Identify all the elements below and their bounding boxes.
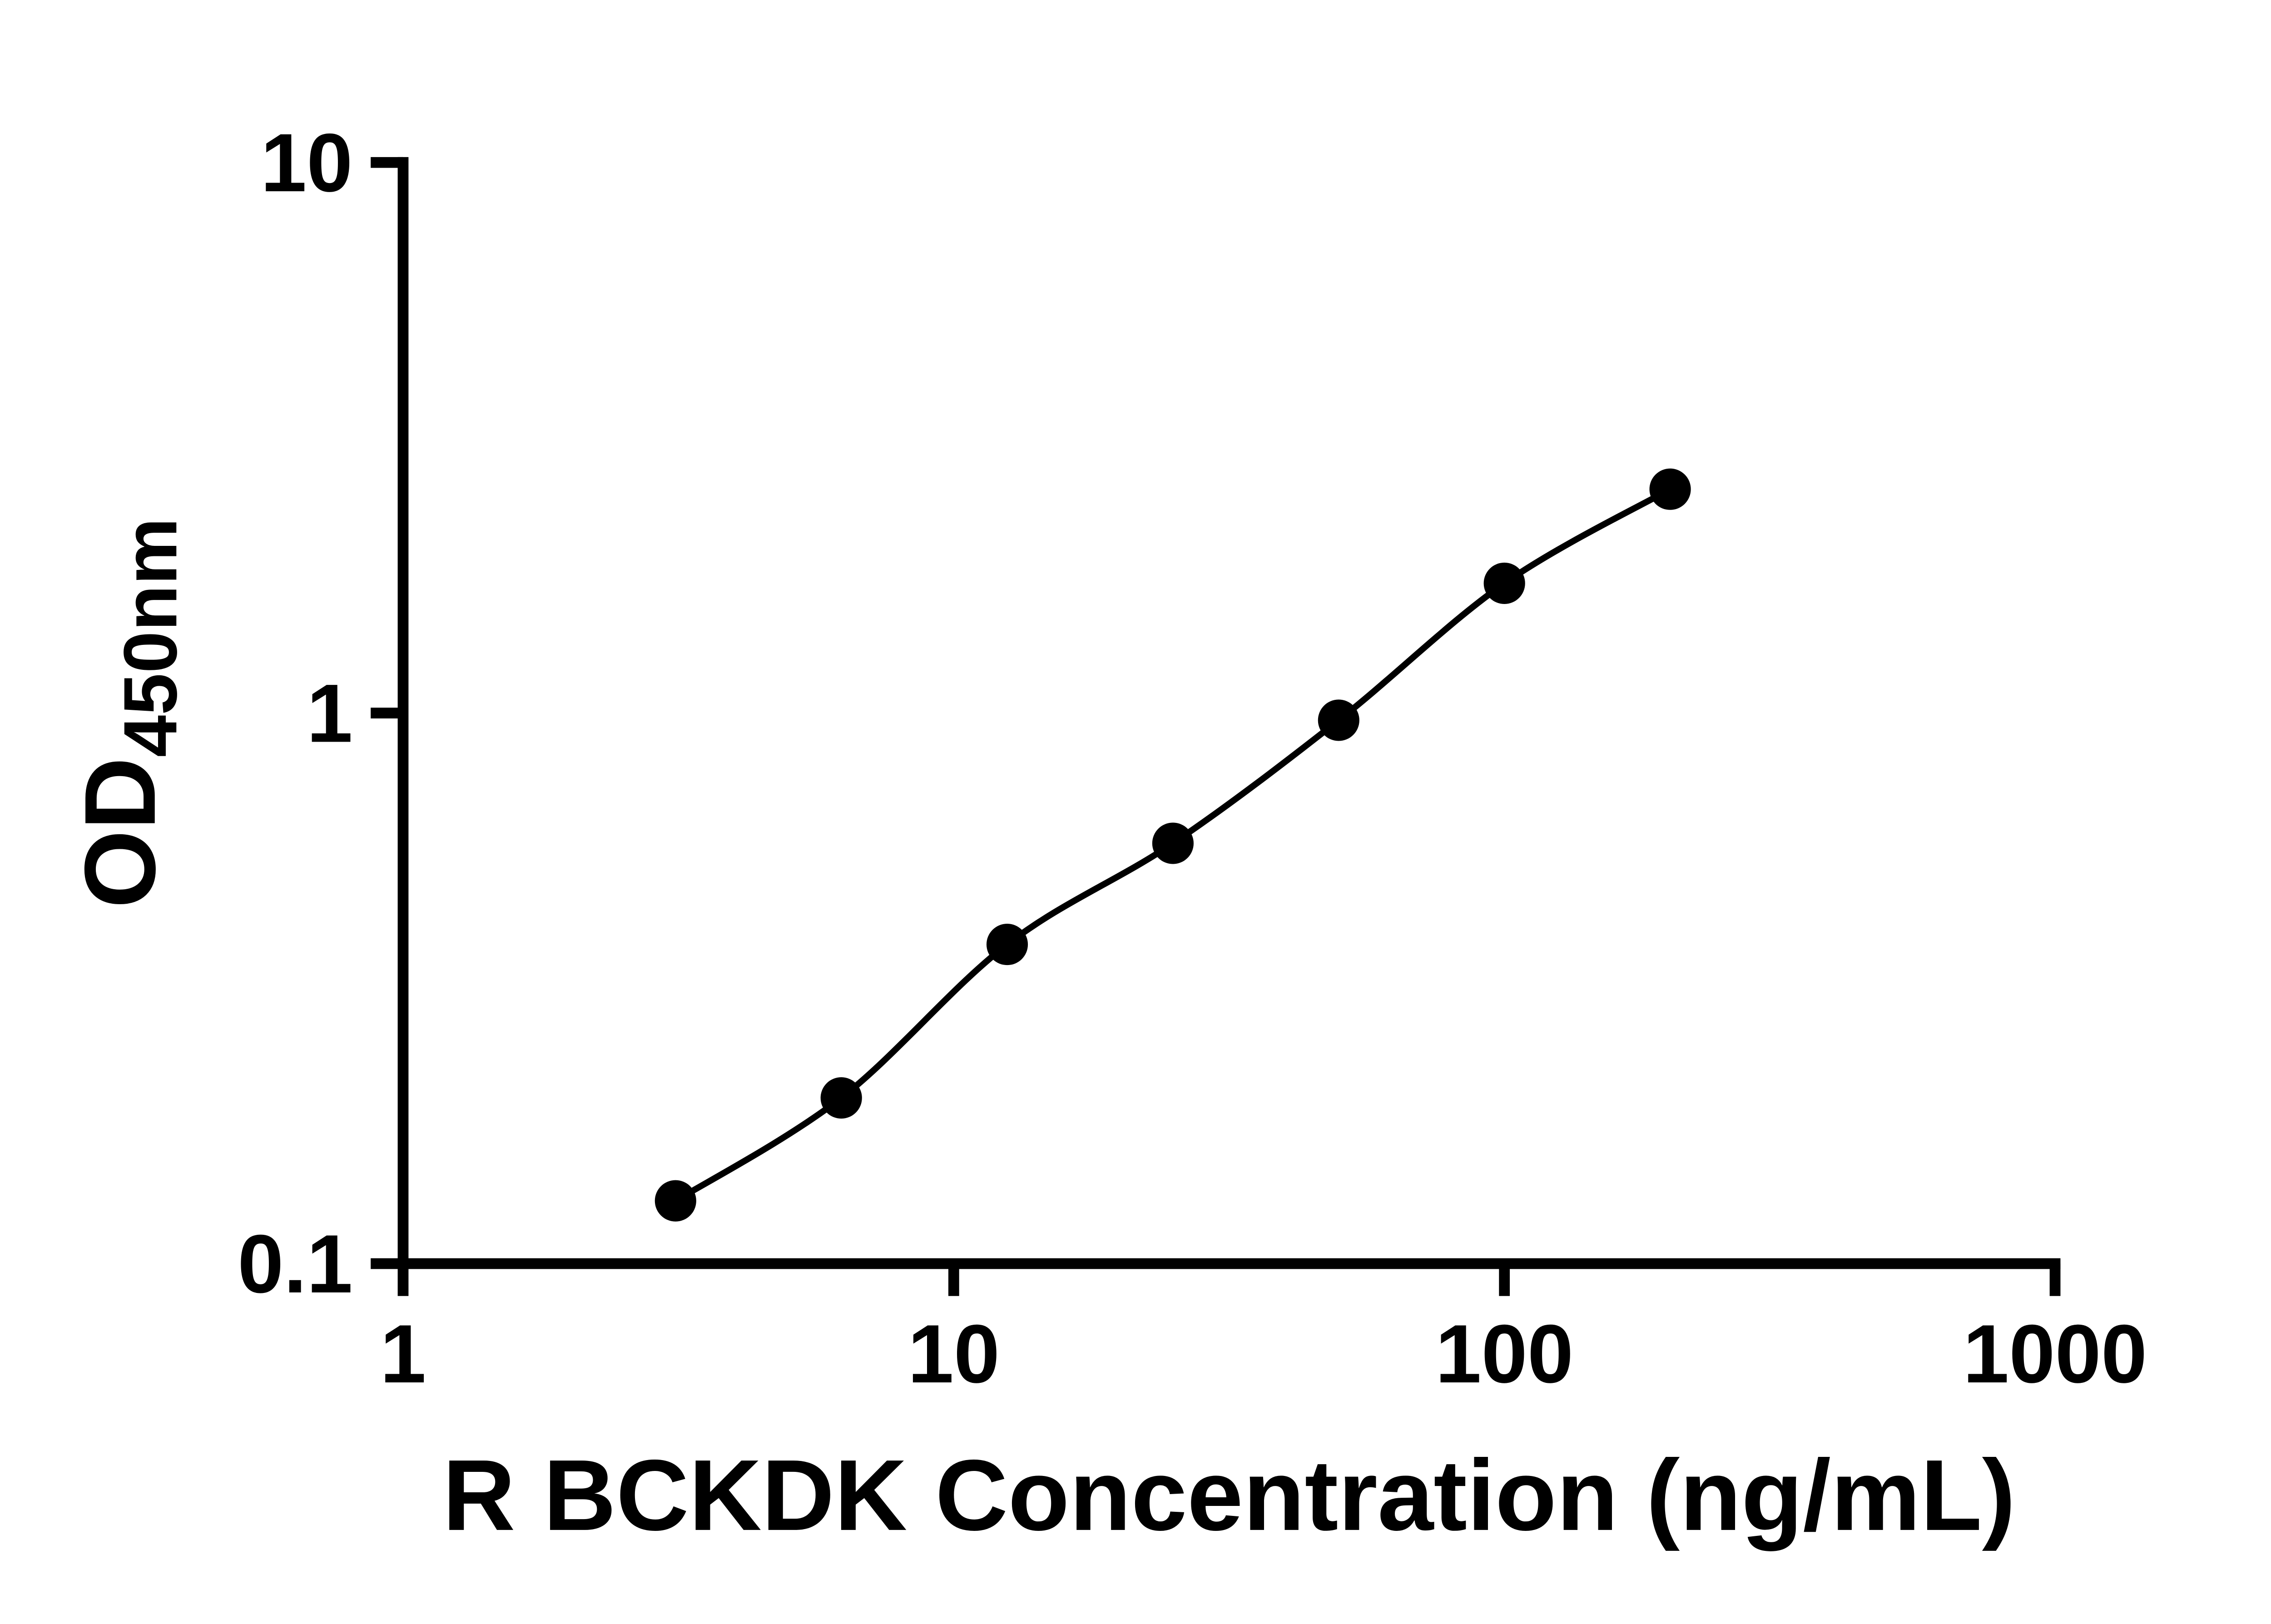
- x-tick-label: 100: [1435, 1307, 1573, 1400]
- plot-layer: 1 10 100 1000 0.1 1 10: [238, 116, 2147, 1400]
- data-point: [1649, 468, 1691, 510]
- x-tick-label: 10: [907, 1307, 1000, 1400]
- y-axis-title: OD450nm: [64, 518, 193, 908]
- data-point: [655, 1180, 696, 1222]
- data-point: [1152, 822, 1194, 864]
- y-tick-label: 10: [261, 116, 353, 209]
- data-point: [820, 1077, 862, 1119]
- x-axis-title: R BCKDK Concentration (ng/mL): [442, 1439, 2015, 1552]
- axis-spine: [397, 157, 2061, 1269]
- x-tick-label: 1000: [1963, 1307, 2147, 1400]
- y-tick-label: 1: [307, 667, 352, 759]
- y-tick-label: 0.1: [238, 1218, 352, 1310]
- data-point: [986, 924, 1028, 965]
- data-point: [1318, 699, 1359, 741]
- data-point: [1483, 562, 1525, 604]
- y-axis-title-main: OD: [64, 757, 177, 908]
- x-tick-label: 1: [380, 1307, 426, 1400]
- y-axis-title-subscript: 450nm: [108, 518, 193, 757]
